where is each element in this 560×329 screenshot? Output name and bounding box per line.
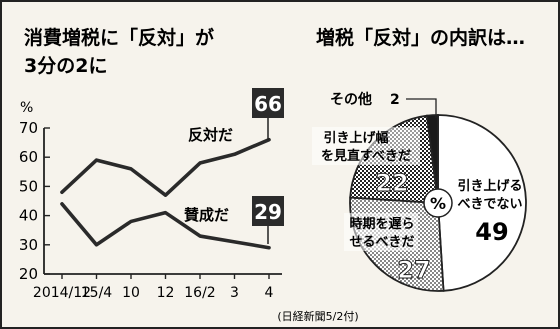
slice-label-no-raise-line1: 引き上げる (457, 178, 522, 194)
slice-value-no-raise: 49 (475, 218, 508, 246)
pie-center-badge (423, 188, 453, 218)
slice-label-no-raise-line2: べきでない (457, 197, 522, 212)
x-tick-label: 10 (122, 285, 140, 301)
slice-label-bg-review (312, 127, 420, 165)
y-axis-ticks: 20 30 40 50 60 70 (19, 119, 50, 283)
x-tick-label: 15/4 (81, 285, 113, 301)
end-value-opposed: 66 (254, 92, 282, 116)
x-tick-label: 16/2 (184, 285, 215, 301)
slice-label-bg-delay (344, 213, 418, 251)
slice-no-raise (437, 114, 527, 292)
series-label-support: 賛成だ (184, 206, 229, 224)
series-line-support (60, 202, 271, 250)
y-tick-label: 50 (19, 177, 38, 195)
series-lines (60, 137, 271, 250)
x-tick-label: 12 (157, 285, 175, 301)
slice-leader-other (406, 98, 437, 118)
y-tick-label: 70 (19, 119, 38, 137)
end-value-support: 29 (254, 200, 282, 224)
end-badge-opposed (252, 88, 284, 118)
slice-value-other: 2 (390, 92, 400, 108)
y-tick-label: 40 (19, 207, 38, 225)
series-line-opposed (60, 137, 271, 197)
slice-label-delay-line2: せるべきだ (349, 235, 414, 250)
y-tick-label: 60 (19, 148, 38, 166)
series-label-opposed: 反対だ (188, 126, 233, 144)
line-chart-title-line2: 3分の2に (24, 55, 107, 77)
line-chart-title-line1: 消費増税に「反対」が (24, 26, 214, 49)
slice-other (425, 114, 439, 204)
slice-label-other: その他 (330, 91, 372, 108)
pie-center-unit: % (430, 194, 446, 213)
x-tick-label: 3 (230, 285, 239, 301)
slice-label-review-line1: 引き上げ幅 (323, 130, 388, 146)
y-tick-label: 30 (19, 236, 38, 254)
slice-label-delay-line1: 時期を遅ら (349, 216, 414, 232)
slice-value-review: 22 (375, 169, 408, 197)
end-badge-support (252, 196, 284, 226)
y-tick-label: 20 (19, 265, 38, 283)
x-tick-label: 2014/12 (33, 285, 91, 301)
slice-value-delay: 27 (397, 256, 430, 284)
y-axis-unit: % (20, 100, 33, 116)
pie-chart-title: 増税「反対」の内訳は… (316, 26, 525, 49)
slice-label-review-line2: を見直すべきだ (321, 148, 411, 164)
x-tick-label: 4 (265, 285, 274, 301)
pie-chart: 増税「反対」の内訳は… % 引き上げる べきでない 49 時期を遅ら せるべきだ… (312, 26, 527, 292)
source-note: (日経新聞5/2付) (277, 309, 358, 323)
